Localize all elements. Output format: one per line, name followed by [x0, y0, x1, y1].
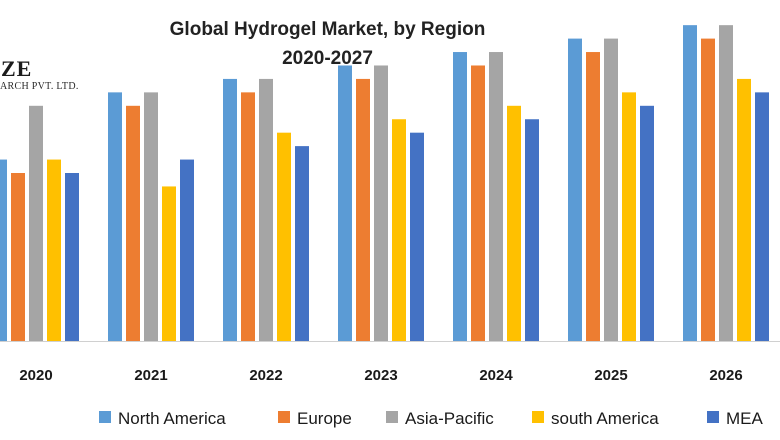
legend-swatch-europe — [278, 411, 290, 423]
x-tick-label: 2020 — [19, 367, 52, 384]
bar-south-america-2024 — [507, 105, 521, 341]
bar-south-america-2022 — [277, 132, 291, 341]
x-tick-label: 2026 — [709, 367, 742, 384]
legend-label-europe: Europe — [297, 409, 352, 428]
x-tick-label: 2021 — [134, 367, 167, 384]
bar-mea-2020 — [65, 173, 79, 341]
bar-europe-2022 — [241, 92, 255, 341]
chart-subtitle: 2020-2027 — [282, 48, 373, 69]
logo-text: ZE — [1, 56, 33, 81]
bar-asia-pacific-2026 — [719, 25, 733, 341]
x-tick-label: 2023 — [364, 367, 397, 384]
bar-north-america-2026 — [683, 25, 697, 341]
bar-asia-pacific-2023 — [374, 65, 388, 341]
bar-south-america-2023 — [392, 119, 406, 342]
bar-asia-pacific-2022 — [259, 78, 273, 342]
bar-north-america-2023 — [338, 65, 352, 341]
bar-south-america-2020 — [47, 159, 61, 341]
bar-asia-pacific-2025 — [604, 38, 618, 341]
bar-mea-2025 — [640, 105, 654, 341]
chart-title: Global Hydrogel Market, by Region — [169, 19, 486, 40]
bar-europe-2023 — [356, 78, 370, 342]
bar-europe-2025 — [586, 52, 600, 341]
bar-south-america-2026 — [737, 78, 751, 342]
bar-north-america-2024 — [453, 52, 467, 341]
legend-swatch-mea — [707, 411, 719, 423]
bar-mea-2023 — [410, 132, 424, 341]
x-tick-label: 2024 — [479, 367, 513, 384]
legend-label-north-america: North America — [118, 409, 226, 428]
bar-europe-2026 — [701, 38, 715, 341]
bar-mea-2026 — [755, 92, 769, 341]
legend-label-mea: MEA — [726, 409, 764, 428]
bar-south-america-2021 — [162, 186, 176, 341]
bar-asia-pacific-2020 — [29, 105, 43, 341]
bar-europe-2021 — [126, 105, 140, 341]
bar-asia-pacific-2024 — [489, 52, 503, 341]
bar-mea-2022 — [295, 146, 309, 341]
x-tick-label: 2025 — [594, 367, 627, 384]
bar-north-america-2022 — [223, 78, 237, 342]
x-tick-label: 2022 — [249, 367, 282, 384]
legend-swatch-asia-pacific — [386, 411, 398, 423]
legend-label-asia-pacific: Asia-Pacific — [405, 409, 494, 428]
bar-north-america-2025 — [568, 38, 582, 341]
legend-label-south-america: south America — [551, 409, 659, 428]
bar-south-america-2025 — [622, 92, 636, 341]
legend-swatch-north-america — [99, 411, 111, 423]
legend-swatch-south-america — [532, 411, 544, 423]
bar-mea-2021 — [180, 159, 194, 341]
bar-mea-2024 — [525, 119, 539, 342]
bar-north-america-2020 — [0, 159, 7, 341]
logo-subtext: ARCH PVT. LTD. — [0, 81, 79, 92]
bar-north-america-2021 — [108, 92, 122, 341]
bar-asia-pacific-2021 — [144, 92, 158, 341]
bar-europe-2020 — [11, 173, 25, 341]
bar-europe-2024 — [471, 65, 485, 341]
